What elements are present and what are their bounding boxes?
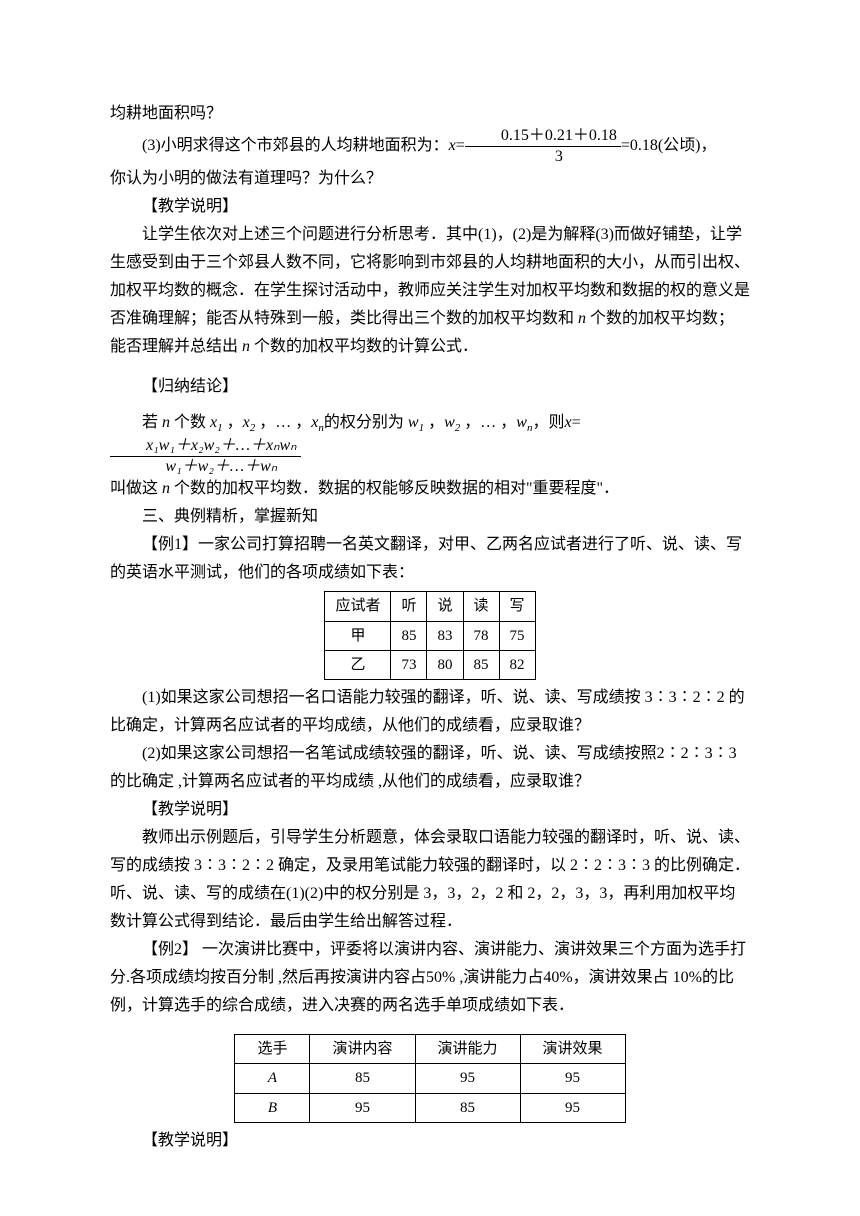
table-cell: 乙 xyxy=(325,650,391,679)
text: ，… ， xyxy=(460,414,516,431)
text: 若 xyxy=(142,414,158,431)
text: = xyxy=(572,414,581,431)
text: ，则 xyxy=(532,414,564,431)
text: 叫做这 xyxy=(110,480,158,497)
paragraph: 叫做这 n 个数的加权平均数．数据的权能够反映数据的相对"重要程度"． xyxy=(110,475,750,503)
text: (3)小明求得这个市郊县的人均耕地面积为： xyxy=(142,137,449,154)
table-row: 乙 73 80 85 82 xyxy=(325,650,535,679)
spacer xyxy=(110,1020,750,1030)
variable-x: x xyxy=(449,137,456,154)
paragraph: 均耕地面积吗？ xyxy=(110,100,750,128)
table-row: 甲 85 83 78 75 xyxy=(325,621,535,650)
variable-n: n xyxy=(574,310,590,327)
variable-n: n xyxy=(158,480,174,497)
text: 个数的加权平均数的计算公式． xyxy=(254,338,478,355)
table-header-row: 应试者 听 说 读 写 xyxy=(325,592,535,621)
variable-w: w xyxy=(404,414,419,431)
table-cell: 80 xyxy=(427,650,463,679)
table-header-cell: 听 xyxy=(391,592,427,621)
fraction: 0.15＋0.21＋0.183 xyxy=(465,128,621,165)
paragraph: (1)如果这家公司想招一名口语能力较强的翻译，听、说、读、写成绩按 3∶3∶2∶… xyxy=(110,684,750,740)
table-cell: 75 xyxy=(499,621,535,650)
text: 的权分别为 xyxy=(324,414,404,431)
table-cell: B xyxy=(235,1093,310,1122)
variable-n: n xyxy=(238,338,254,355)
text: 个数的加权平均数．数据的权能够反映数据的相对"重要程度"． xyxy=(174,480,619,497)
variable-x: x xyxy=(243,414,250,431)
paragraph: 让学生依次对上述三个问题进行分析思考．其中(1)，(2)是为解释(3)而做好铺垫… xyxy=(110,221,750,361)
section-heading: 【教学说明】 xyxy=(110,193,750,221)
fraction: x₁w₁＋x₂w₂＋…＋xₙwₙw₁＋w₂＋…＋wₙ xyxy=(110,438,301,475)
text: ，… ， xyxy=(255,414,311,431)
formula-paragraph: 若 n 个数 x1 ，x2 ，… ，xn的权分别为 w1 ，w2 ，… ，wn，… xyxy=(110,409,750,475)
table-header-cell: 选手 xyxy=(235,1035,310,1064)
table-header-cell: 读 xyxy=(463,592,499,621)
table-cell: 95 xyxy=(415,1064,520,1093)
scores-table-2: 选手 演讲内容 演讲能力 演讲效果 A 85 95 95 B 95 85 95 xyxy=(234,1034,625,1123)
section-heading: 三、典例精析，掌握新知 xyxy=(110,503,750,531)
table-header-cell: 演讲效果 xyxy=(520,1035,625,1064)
paragraph: 你认为小明的做法有道理吗？为什么？ xyxy=(110,165,750,193)
table-row: A 85 95 95 xyxy=(235,1064,625,1093)
scores-table-1: 应试者 听 说 读 写 甲 85 83 78 75 乙 73 80 85 82 xyxy=(324,591,535,680)
table-cell: 83 xyxy=(427,621,463,650)
variable-n: n xyxy=(158,414,174,431)
table-header-cell: 应试者 xyxy=(325,592,391,621)
table-cell: A xyxy=(235,1064,310,1093)
table-cell: 85 xyxy=(463,650,499,679)
section-heading: 【教学说明】 xyxy=(110,1127,750,1155)
text: ， xyxy=(223,414,243,431)
paragraph: 教师出示例题后，引导学生分析题意，体会录取口语能力较强的翻译时，听、说、读、写的… xyxy=(110,824,750,936)
text: =0.18(公顷)， xyxy=(621,137,717,154)
table-cell: 82 xyxy=(499,650,535,679)
denominator: 3 xyxy=(465,147,621,165)
numerator: 0.15＋0.21＋0.18 xyxy=(465,128,621,147)
variable-w: w xyxy=(516,414,527,431)
section-heading: 【归纳结论】 xyxy=(110,373,750,401)
paragraph: (2)如果这家公司想招一名笔试成绩较强的翻译，听、说、读、写成绩按照2∶2∶3∶… xyxy=(110,740,750,796)
text: ， xyxy=(424,414,444,431)
table-cell: 95 xyxy=(520,1064,625,1093)
table-header-cell: 写 xyxy=(499,592,535,621)
variable-x: x xyxy=(564,414,571,431)
paragraph: 【例2】 一次演讲比赛中，评委将以演讲内容、演讲能力、演讲效果三个方面为选手打分… xyxy=(110,936,750,1020)
table-header-cell: 说 xyxy=(427,592,463,621)
table-cell: 甲 xyxy=(325,621,391,650)
numerator: x₁w₁＋x₂w₂＋…＋xₙwₙ xyxy=(110,438,301,457)
variable-w: w xyxy=(444,414,455,431)
text: = xyxy=(456,137,465,154)
table-cell: 85 xyxy=(415,1093,520,1122)
table-cell: 95 xyxy=(520,1093,625,1122)
denominator: w₁＋w₂＋…＋wₙ xyxy=(110,457,301,475)
table-header-row: 选手 演讲内容 演讲能力 演讲效果 xyxy=(235,1035,625,1064)
table-row: B 95 85 95 xyxy=(235,1093,625,1122)
section-heading: 【教学说明】 xyxy=(110,796,750,824)
paragraph: (3)小明求得这个市郊县的人均耕地面积为：x=0.15＋0.21＋0.183=0… xyxy=(110,128,750,165)
table-cell: 73 xyxy=(391,650,427,679)
table-cell: 85 xyxy=(391,621,427,650)
table-header-cell: 演讲能力 xyxy=(415,1035,520,1064)
table-cell: 95 xyxy=(310,1093,415,1122)
text: 个数 xyxy=(174,414,206,431)
variable-x: x xyxy=(206,414,217,431)
table-cell: 78 xyxy=(463,621,499,650)
table-cell: 85 xyxy=(310,1064,415,1093)
paragraph: 【例1】一家公司打算招聘一名英文翻译，对甲、乙两名应试者进行了听、说、读、写的英… xyxy=(110,531,750,587)
document-page: 均耕地面积吗？ (3)小明求得这个市郊县的人均耕地面积为：x=0.15＋0.21… xyxy=(0,0,860,1215)
table-header-cell: 演讲内容 xyxy=(310,1035,415,1064)
